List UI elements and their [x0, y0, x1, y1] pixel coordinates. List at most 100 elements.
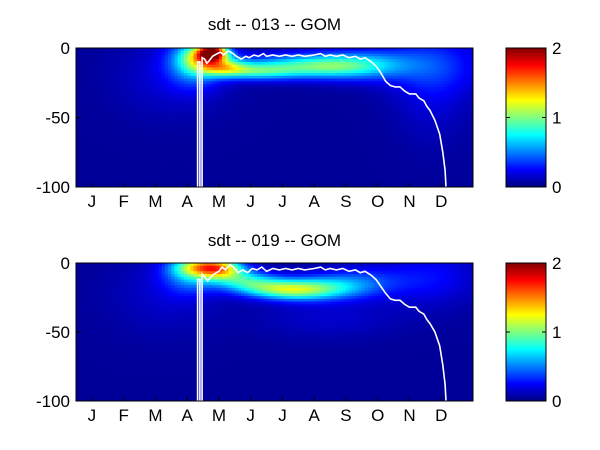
heatmap-cell — [85, 156, 90, 160]
heatmap-cell — [174, 50, 179, 55]
heatmap-cell — [434, 84, 439, 88]
heatmap-cell — [145, 84, 150, 88]
heatmap-cell — [272, 131, 277, 135]
heatmap-cell — [241, 120, 245, 124]
heatmap-cell — [126, 61, 131, 66]
heatmap-cell — [231, 123, 236, 127]
heatmap-cell — [95, 139, 99, 144]
heatmap-cell — [444, 111, 449, 116]
heatmap-cell — [110, 64, 115, 69]
heatmap-cell — [241, 134, 245, 138]
heatmap-cell — [301, 109, 306, 113]
heatmap-cell — [453, 148, 458, 152]
heatmap-cell — [183, 131, 188, 135]
heatmap-cell — [164, 111, 169, 116]
heatmap-cell — [222, 92, 226, 96]
heatmap-cell — [260, 84, 264, 88]
heatmap-cell — [339, 131, 344, 135]
heatmap-cell — [406, 103, 411, 107]
heatmap-cell — [187, 117, 191, 121]
heatmap-cell — [326, 142, 331, 146]
heatmap-cell — [174, 109, 179, 113]
heatmap-cell — [288, 59, 293, 63]
heatmap-cell — [228, 98, 233, 102]
heatmap-cell — [282, 120, 287, 124]
heatmap-cell — [431, 145, 436, 149]
heatmap-cell — [177, 109, 182, 113]
heatmap-cell — [282, 50, 287, 55]
heatmap-cell — [469, 56, 473, 60]
heatmap-cell — [336, 134, 341, 138]
heatmap-cell — [269, 95, 274, 99]
heatmap-cell — [425, 53, 430, 57]
heatmap-cell — [133, 153, 137, 158]
heatmap-cell — [358, 125, 363, 130]
heatmap-cell — [82, 81, 87, 85]
heatmap-cell — [368, 136, 372, 141]
heatmap-cell — [244, 134, 249, 138]
heatmap-cell — [422, 86, 426, 91]
heatmap-cell — [231, 75, 236, 80]
heatmap-cell — [190, 134, 195, 138]
heatmap-cell — [377, 67, 382, 71]
heatmap-cell — [361, 111, 366, 116]
heatmap-cell — [206, 103, 210, 107]
heatmap-cell — [117, 114, 122, 119]
heatmap-cell — [257, 56, 261, 60]
heatmap-cell — [450, 48, 455, 52]
heatmap-cell — [326, 75, 331, 80]
heatmap-cell — [253, 145, 258, 149]
heatmap-cell — [355, 123, 360, 127]
heatmap-cell — [463, 56, 468, 60]
heatmap-cell — [441, 109, 446, 113]
heatmap-cell — [174, 59, 179, 63]
heatmap-cell — [450, 95, 455, 99]
heatmap-cell — [352, 81, 357, 85]
heatmap-cell — [457, 114, 461, 119]
heatmap-cell — [203, 48, 207, 52]
heatmap-cell — [330, 156, 334, 160]
heatmap-cell — [136, 61, 141, 66]
heatmap-cell — [88, 75, 93, 80]
heatmap-cell — [333, 92, 338, 96]
heatmap-cell — [390, 64, 395, 69]
heatmap-cell — [142, 70, 147, 74]
heatmap-cell — [228, 136, 233, 141]
heatmap-cell — [209, 53, 214, 57]
heatmap-cell — [142, 67, 147, 71]
heatmap-cell — [314, 150, 318, 155]
heatmap-cell — [276, 100, 280, 105]
heatmap-cell — [263, 50, 268, 55]
heatmap-cell — [196, 109, 201, 113]
heatmap-cell — [453, 64, 458, 69]
heatmap-cell — [139, 106, 144, 110]
heatmap-cell — [466, 142, 471, 146]
heatmap-cell — [136, 67, 141, 71]
heatmap-cell — [425, 67, 430, 71]
heatmap-cell — [133, 103, 137, 107]
heatmap-cell — [314, 153, 318, 158]
heatmap-cell — [269, 156, 274, 160]
heatmap-cell — [307, 100, 312, 105]
heatmap-cell — [406, 117, 411, 121]
heatmap-cell — [225, 103, 230, 107]
heatmap-cell — [399, 56, 404, 60]
heatmap-cell — [441, 48, 446, 52]
heatmap-cell — [95, 61, 99, 66]
heatmap-cell — [396, 131, 401, 135]
heatmap-cell — [272, 75, 277, 80]
heatmap-cell — [117, 84, 122, 88]
heatmap-cell — [358, 100, 363, 105]
heatmap-cell — [225, 131, 230, 135]
heatmap-cell — [241, 73, 245, 77]
heatmap-cell — [101, 156, 106, 160]
heatmap-cell — [237, 109, 242, 113]
heatmap-cell — [438, 150, 442, 155]
heatmap-cell — [98, 86, 103, 91]
heatmap-cell — [380, 150, 385, 155]
heatmap-cell — [311, 103, 315, 107]
heatmap-cell — [91, 84, 96, 88]
heatmap-cell — [355, 100, 360, 105]
heatmap-cell — [145, 148, 150, 152]
heatmap-cell — [339, 114, 344, 119]
